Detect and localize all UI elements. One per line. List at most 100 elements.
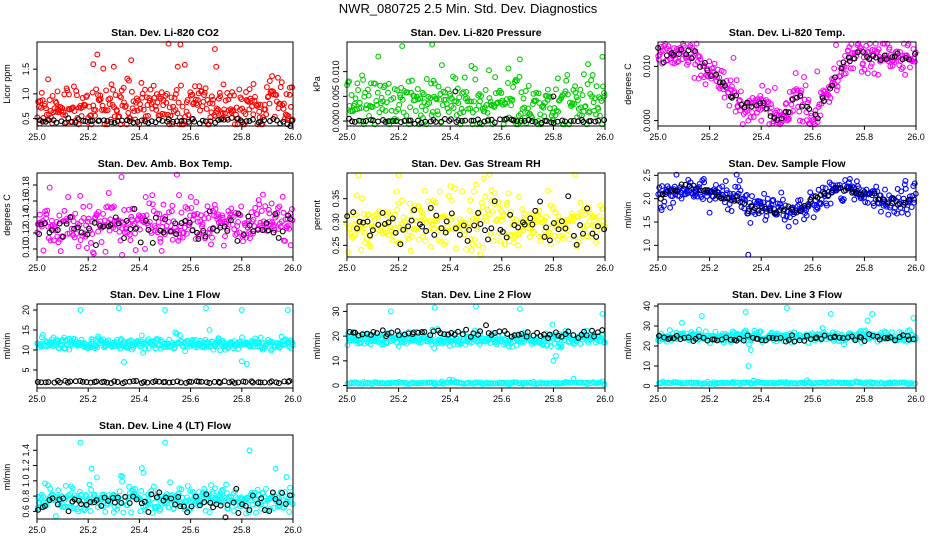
data-point <box>712 328 719 335</box>
data-point <box>367 243 374 250</box>
data-point <box>558 333 565 340</box>
data-point <box>130 378 137 385</box>
data-point <box>105 190 112 196</box>
data-point <box>589 327 595 334</box>
data-point <box>82 102 89 109</box>
data-point <box>277 84 284 91</box>
x-tick-label: 25.6 <box>493 394 511 404</box>
data-point <box>379 229 386 236</box>
data-point <box>491 332 498 339</box>
data-point <box>100 210 107 217</box>
data-point <box>733 77 740 84</box>
data-point <box>596 112 603 119</box>
data-point <box>46 97 53 103</box>
data-point <box>673 171 680 178</box>
data-point <box>727 93 734 100</box>
data-point <box>552 209 559 216</box>
data-point <box>101 378 108 385</box>
x-tick-label: 25.0 <box>338 132 356 142</box>
data-point <box>431 80 438 87</box>
data-point <box>833 87 840 94</box>
y-tick-label: 0.5 <box>21 112 31 125</box>
data-point <box>220 81 227 88</box>
data-point <box>60 495 67 502</box>
x-tick-label: 25.8 <box>545 394 563 404</box>
data-point <box>222 233 228 240</box>
data-point <box>114 108 120 115</box>
data-point <box>456 231 463 238</box>
data-point <box>269 73 276 80</box>
data-point <box>419 213 426 220</box>
data-point <box>469 241 476 248</box>
data-point <box>177 503 184 510</box>
data-point <box>727 77 734 84</box>
data-point <box>38 491 45 498</box>
y-axis-label: percent <box>312 199 322 230</box>
data-point <box>370 223 377 230</box>
data-point <box>442 229 449 236</box>
x-tick-label: 26.0 <box>284 132 302 142</box>
data-point <box>898 209 905 216</box>
data-point <box>544 341 551 348</box>
data-point <box>100 117 107 124</box>
data-point <box>352 95 359 102</box>
data-point <box>858 334 865 341</box>
data-point <box>230 499 237 506</box>
data-point <box>190 216 196 223</box>
data-point <box>767 207 774 214</box>
data-point <box>215 211 222 218</box>
data-point <box>840 196 847 203</box>
data-point <box>467 197 474 204</box>
data-point <box>473 106 480 113</box>
data-point <box>598 98 605 104</box>
data-point <box>418 379 425 386</box>
data-point <box>693 40 700 47</box>
data-point <box>208 109 215 116</box>
data-point <box>445 380 452 387</box>
data-point <box>805 96 812 103</box>
data-point <box>453 245 459 252</box>
data-point <box>902 199 909 206</box>
data-point <box>115 305 122 311</box>
data-point <box>841 187 847 194</box>
data-point <box>745 117 752 124</box>
data-point <box>455 328 461 335</box>
y-tick-label: 2.0 <box>642 192 652 205</box>
data-point <box>42 379 49 386</box>
data-point <box>801 216 807 223</box>
data-point <box>495 199 502 206</box>
data-point <box>395 200 402 207</box>
data-point <box>398 84 405 91</box>
data-point <box>785 223 792 230</box>
data-point <box>252 93 258 100</box>
data-point <box>496 230 503 237</box>
data-point <box>394 339 401 346</box>
x-tick-label: 25.6 <box>804 394 822 404</box>
data-point <box>881 334 888 341</box>
data-point <box>254 486 261 493</box>
data-point <box>594 223 601 230</box>
data-point <box>53 119 60 126</box>
data-point <box>834 78 841 84</box>
data-point <box>801 96 808 103</box>
data-point <box>408 77 415 84</box>
data-point <box>904 333 911 339</box>
data-point <box>732 183 739 190</box>
y-tick-label: 0 <box>642 383 652 388</box>
data-point <box>553 352 559 359</box>
data-point <box>50 237 57 244</box>
data-point <box>515 331 522 338</box>
data-point <box>862 199 869 205</box>
data-point <box>417 95 424 102</box>
data-point <box>120 84 127 91</box>
data-point <box>463 246 470 253</box>
data-point <box>138 79 145 86</box>
data-point <box>92 112 98 119</box>
data-point <box>166 104 173 111</box>
data-point <box>826 379 833 386</box>
data-point <box>782 338 789 345</box>
data-point <box>153 106 160 113</box>
data-point <box>702 81 709 88</box>
data-point <box>189 91 196 98</box>
